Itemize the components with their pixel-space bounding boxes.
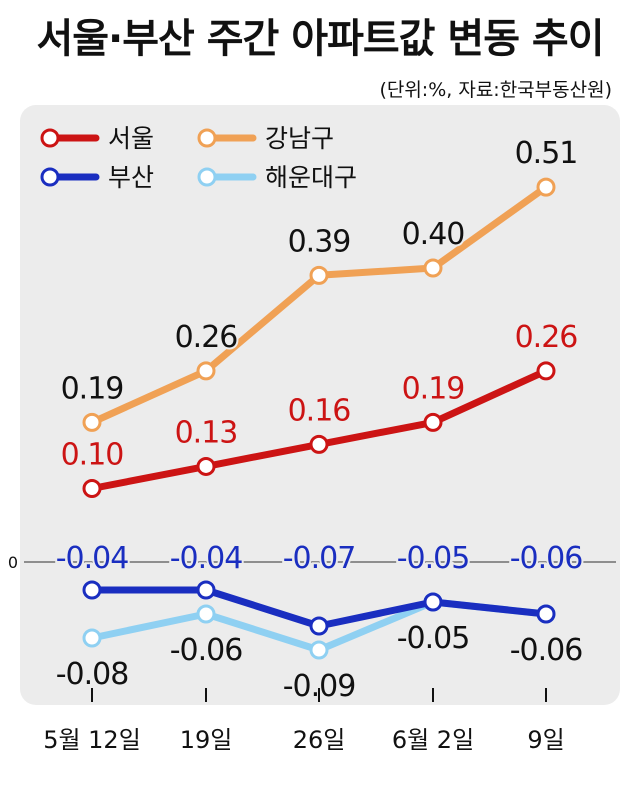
data-point bbox=[82, 580, 102, 600]
data-point bbox=[536, 361, 556, 381]
axis-layer: 0 bbox=[8, 553, 616, 572]
data-labels: 0.10 0.13 0.16 0.19 0.26 0.19 0.26 0.39 0.40 0.51… bbox=[54, 134, 586, 706]
legend-item: 부산 bbox=[40, 163, 154, 192]
data-label: -0.05 bbox=[397, 541, 470, 576]
data-point bbox=[309, 265, 329, 285]
data-point bbox=[196, 456, 216, 476]
series-2 bbox=[82, 580, 556, 636]
series-0 bbox=[82, 361, 556, 498]
chart-panel bbox=[20, 105, 620, 705]
data-label: 0.13 bbox=[175, 415, 238, 450]
data-label: 0.39 bbox=[288, 224, 351, 259]
data-point bbox=[309, 434, 329, 454]
data-label: 0.19 bbox=[61, 371, 124, 406]
data-point bbox=[82, 412, 102, 432]
data-label: -0.05 bbox=[397, 621, 470, 656]
data-label: 0.51 bbox=[515, 136, 578, 171]
data-point bbox=[196, 580, 216, 600]
legend-swatch-marker bbox=[40, 167, 60, 187]
legend-swatch-marker bbox=[197, 167, 217, 187]
data-label: -0.08 bbox=[56, 657, 129, 692]
data-label: 0.16 bbox=[288, 393, 351, 428]
data-label: -0.06 bbox=[510, 633, 583, 668]
x-tick-label: 9일 bbox=[527, 726, 564, 754]
data-label: 0.40 bbox=[402, 217, 465, 252]
data-label: 0.26 bbox=[175, 320, 238, 355]
series-layer bbox=[82, 177, 556, 660]
data-label: 0.19 bbox=[402, 371, 465, 406]
data-label: -0.06 bbox=[170, 633, 243, 668]
x-tick-label: 26일 bbox=[293, 726, 346, 754]
series-1 bbox=[82, 177, 556, 432]
legend-label: 부산 bbox=[108, 163, 154, 192]
x-tick-label: 6월 2일 bbox=[392, 726, 474, 754]
data-label: 0.26 bbox=[515, 320, 578, 355]
data-point bbox=[536, 177, 556, 197]
data-point bbox=[423, 592, 443, 612]
data-point bbox=[536, 604, 556, 624]
x-axis-labels: 5월 12일 19일 26일 6월 2일 9일 bbox=[43, 688, 565, 754]
data-label: 0.10 bbox=[61, 438, 124, 473]
x-tick-label: 5월 12일 bbox=[43, 726, 141, 754]
data-label: -0.06 bbox=[510, 541, 583, 576]
legend-label: 서울 bbox=[108, 124, 154, 153]
data-point bbox=[423, 258, 443, 278]
legend-label: 강남구 bbox=[265, 124, 334, 153]
data-point bbox=[196, 361, 216, 381]
source-note: (단위:%, 자료:한국부동산원) bbox=[379, 79, 612, 101]
chart-title: 서울·부산 주간 아파트값 변동 추이 bbox=[36, 16, 604, 62]
legend-label: 해운대구 bbox=[265, 163, 357, 192]
data-label: -0.07 bbox=[283, 541, 356, 576]
data-point bbox=[82, 479, 102, 498]
legend-swatch-marker bbox=[197, 128, 217, 148]
data-point bbox=[82, 628, 102, 648]
legend-item: 서울 bbox=[40, 124, 154, 153]
legend-swatch-marker bbox=[40, 128, 60, 148]
legend-item: 강남구 bbox=[197, 124, 334, 153]
data-point bbox=[196, 604, 216, 624]
data-label: -0.04 bbox=[170, 541, 243, 576]
data-point bbox=[309, 616, 329, 636]
legend-item: 해운대구 bbox=[197, 163, 357, 192]
x-tick-label: 19일 bbox=[180, 726, 233, 754]
data-point bbox=[309, 640, 329, 660]
data-label: -0.04 bbox=[56, 541, 129, 576]
data-point bbox=[423, 412, 443, 432]
y-tick-label: 0 bbox=[8, 553, 18, 572]
